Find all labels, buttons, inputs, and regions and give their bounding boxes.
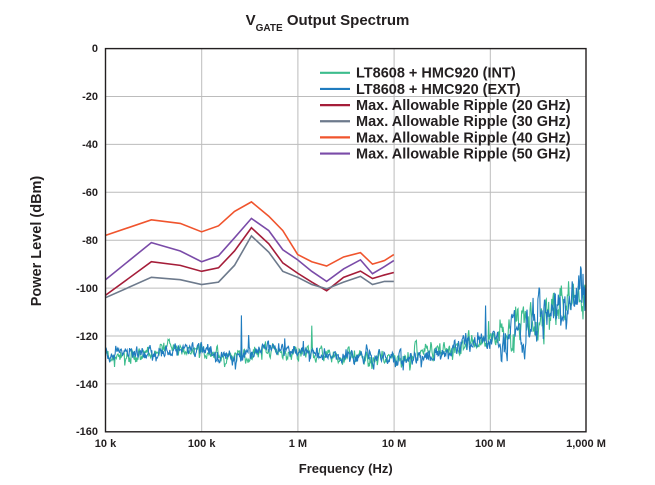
svg-text:-140: -140	[76, 379, 98, 391]
svg-text:100 M: 100 M	[475, 438, 506, 450]
svg-text:100 k: 100 k	[188, 438, 216, 450]
svg-text:1 M: 1 M	[289, 438, 307, 450]
svg-text:Max. Allowable Ripple (50 GHz): Max. Allowable Ripple (50 GHz)	[356, 146, 571, 162]
svg-text:-20: -20	[82, 91, 98, 103]
svg-text:-80: -80	[82, 235, 98, 247]
svg-text:1,000 M: 1,000 M	[566, 438, 606, 450]
svg-text:-40: -40	[82, 139, 98, 151]
svg-text:0: 0	[92, 43, 98, 55]
svg-text:-160: -160	[76, 426, 98, 438]
svg-text:10 M: 10 M	[382, 438, 406, 450]
svg-text:Max. Allowable Ripple (40 GHz): Max. Allowable Ripple (40 GHz)	[356, 130, 571, 146]
svg-text:Max. Allowable Ripple (20 GHz): Max. Allowable Ripple (20 GHz)	[356, 98, 571, 114]
svg-text:LT8608 + HMC920 (INT): LT8608 + HMC920 (INT)	[356, 66, 516, 82]
svg-text:-100: -100	[76, 283, 98, 295]
svg-text:-120: -120	[76, 331, 98, 343]
svg-text:Max. Allowable Ripple (30 GHz): Max. Allowable Ripple (30 GHz)	[356, 114, 571, 130]
svg-text:10 k: 10 k	[95, 438, 117, 450]
svg-text:-60: -60	[82, 187, 98, 199]
svg-text:LT8608 + HMC920 (EXT): LT8608 + HMC920 (EXT)	[356, 82, 521, 98]
